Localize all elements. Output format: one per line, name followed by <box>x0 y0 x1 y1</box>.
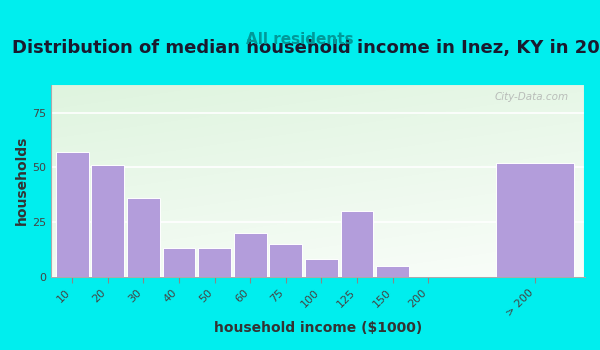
Title: Distribution of median household income in Inez, KY in 2022: Distribution of median household income … <box>11 40 600 57</box>
X-axis label: household income ($1000): household income ($1000) <box>214 321 422 335</box>
Bar <box>127 198 160 277</box>
Bar <box>305 259 338 277</box>
Bar <box>56 152 89 277</box>
Bar <box>341 211 373 277</box>
Text: City-Data.com: City-Data.com <box>495 92 569 102</box>
Bar <box>496 163 574 277</box>
Bar <box>234 233 266 277</box>
Bar <box>163 248 196 277</box>
Text: All residents: All residents <box>246 32 354 47</box>
Bar <box>269 244 302 277</box>
Y-axis label: households: households <box>15 136 29 225</box>
Bar <box>91 165 124 277</box>
Bar <box>198 248 231 277</box>
Bar <box>376 266 409 277</box>
